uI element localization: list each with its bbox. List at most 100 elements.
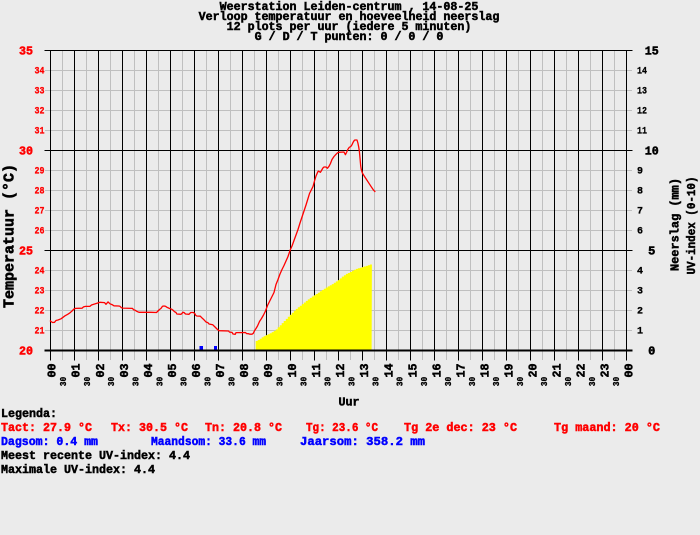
svg-text:20: 20 [527,364,541,378]
svg-text:30: 30 [131,377,141,387]
svg-text:30: 30 [227,377,237,387]
svg-text:23: 23 [35,287,45,298]
svg-text:27: 27 [35,207,45,218]
svg-text:30: 30 [564,377,574,387]
svg-text:2: 2 [637,307,643,318]
svg-text:30: 30 [203,377,213,387]
svg-text:33: 33 [35,87,45,98]
svg-text:Tg maand: 20 °C: Tg maand: 20 °C [554,421,660,435]
svg-text:12 plots per uur (iedere 5 min: 12 plots per uur (iedere 5 minuten) [227,20,472,34]
svg-text:22: 22 [35,307,45,318]
svg-text:22: 22 [575,364,589,378]
svg-text:30: 30 [372,377,382,387]
svg-text:30: 30 [251,377,261,387]
svg-text:30: 30 [516,377,526,387]
svg-text:Maandsom: 33.6 mm: Maandsom: 33.6 mm [151,435,266,449]
svg-text:32: 32 [35,107,45,118]
svg-text:25: 25 [19,245,33,259]
svg-text:Verloop temperatuur en hoeveel: Verloop temperatuur en hoeveelheid neers… [199,10,500,24]
svg-text:14: 14 [382,364,396,378]
svg-text:30: 30 [155,377,165,387]
svg-text:30: 30 [540,377,550,387]
svg-text:16: 16 [430,364,444,378]
svg-text:30: 30 [83,377,93,387]
svg-text:8: 8 [637,187,643,198]
svg-text:24: 24 [35,267,45,278]
svg-text:12: 12 [637,107,647,118]
svg-text:29: 29 [35,167,45,178]
svg-text:30: 30 [19,145,33,159]
svg-text:0: 0 [648,345,655,359]
svg-text:Tn: 20.8 °C: Tn: 20.8 °C [205,421,282,435]
svg-text:31: 31 [35,127,45,138]
svg-text:15: 15 [645,45,659,59]
svg-text:Temperatuur (°C): Temperatuur (°C) [2,164,19,308]
svg-text:1: 1 [637,327,643,338]
svg-text:Uur: Uur [339,396,360,410]
svg-text:10: 10 [286,364,300,378]
svg-text:UV-index (0-10): UV-index (0-10) [685,177,699,275]
svg-text:12: 12 [334,364,348,378]
svg-text:30: 30 [468,377,478,387]
svg-text:Maximale UV-index: 4.4: Maximale UV-index: 4.4 [1,463,155,477]
svg-text:30: 30 [612,377,622,387]
svg-text:Tg: 23.6 °C: Tg: 23.6 °C [306,421,378,435]
svg-text:4: 4 [637,267,643,278]
svg-text:30: 30 [300,377,310,387]
svg-text:6: 6 [637,227,643,238]
svg-text:07: 07 [214,364,228,378]
svg-text:34: 34 [35,67,45,78]
svg-text:30: 30 [396,377,406,387]
svg-text:Jaarsom: 358.2 mm: Jaarsom: 358.2 mm [300,435,425,449]
svg-text:Tact: 27.9 °C: Tact: 27.9 °C [1,421,92,435]
svg-text:30: 30 [107,377,117,387]
svg-text:14: 14 [637,67,647,78]
svg-text:11: 11 [637,127,647,138]
svg-text:26: 26 [35,227,45,238]
svg-text:21: 21 [35,327,45,338]
svg-text:35: 35 [19,45,33,59]
svg-text:09: 09 [262,364,276,378]
svg-text:30: 30 [59,377,69,387]
svg-text:30: 30 [444,377,454,387]
svg-text:04: 04 [142,364,156,378]
svg-text:5: 5 [648,245,655,259]
svg-text:17: 17 [454,364,468,378]
svg-text:30: 30 [324,377,334,387]
svg-text:05: 05 [166,364,180,378]
svg-text:28: 28 [35,187,45,198]
svg-text:13: 13 [637,87,647,98]
svg-text:00: 00 [623,364,637,378]
svg-text:30: 30 [276,377,286,387]
svg-text:18: 18 [478,364,492,378]
svg-text:30: 30 [420,377,430,387]
svg-text:10: 10 [645,145,659,159]
svg-text:30: 30 [492,377,502,387]
svg-text:9: 9 [637,167,643,178]
svg-text:Neerslag (mm): Neerslag (mm) [669,178,683,271]
svg-text:30: 30 [588,377,598,387]
svg-text:30: 30 [348,377,358,387]
svg-text:00: 00 [46,364,60,378]
svg-text:Weerstation Leiden-centrum , 1: Weerstation Leiden-centrum , 14-08-25 [220,0,479,14]
svg-text:Legenda:: Legenda: [1,407,57,421]
svg-text:23: 23 [599,364,613,378]
svg-text:15: 15 [406,364,420,378]
svg-text:19: 19 [502,364,516,378]
svg-text:Dagsom: 0.4 mm: Dagsom: 0.4 mm [1,435,98,449]
svg-text:Tx: 30.5 °C: Tx: 30.5 °C [111,421,188,435]
svg-text:03: 03 [118,364,132,378]
svg-text:06: 06 [190,364,204,378]
svg-text:11: 11 [310,364,324,378]
svg-text:20: 20 [19,345,33,359]
svg-text:G / D / T punten: 0 / 0 / 0: G / D / T punten: 0 / 0 / 0 [255,30,444,44]
svg-text:3: 3 [637,287,643,298]
svg-text:21: 21 [551,364,565,378]
svg-text:02: 02 [94,364,108,378]
svg-text:13: 13 [358,364,372,378]
svg-text:Tg 2e dec: 23 °C: Tg 2e dec: 23 °C [404,421,517,435]
svg-text:01: 01 [70,364,84,378]
svg-text:30: 30 [179,377,189,387]
svg-text:7: 7 [637,207,643,218]
svg-text:08: 08 [238,364,252,378]
